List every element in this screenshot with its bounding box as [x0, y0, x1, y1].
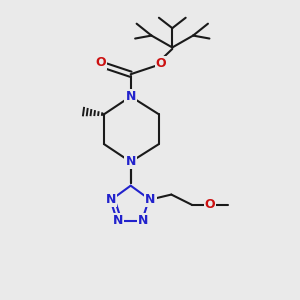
Text: N: N — [106, 193, 116, 206]
Text: N: N — [125, 90, 136, 103]
Text: O: O — [205, 199, 215, 212]
Text: O: O — [95, 56, 106, 69]
Text: N: N — [146, 193, 156, 206]
Text: N: N — [113, 214, 123, 227]
Text: O: O — [156, 57, 166, 70]
Text: N: N — [138, 214, 149, 227]
Text: N: N — [125, 155, 136, 168]
